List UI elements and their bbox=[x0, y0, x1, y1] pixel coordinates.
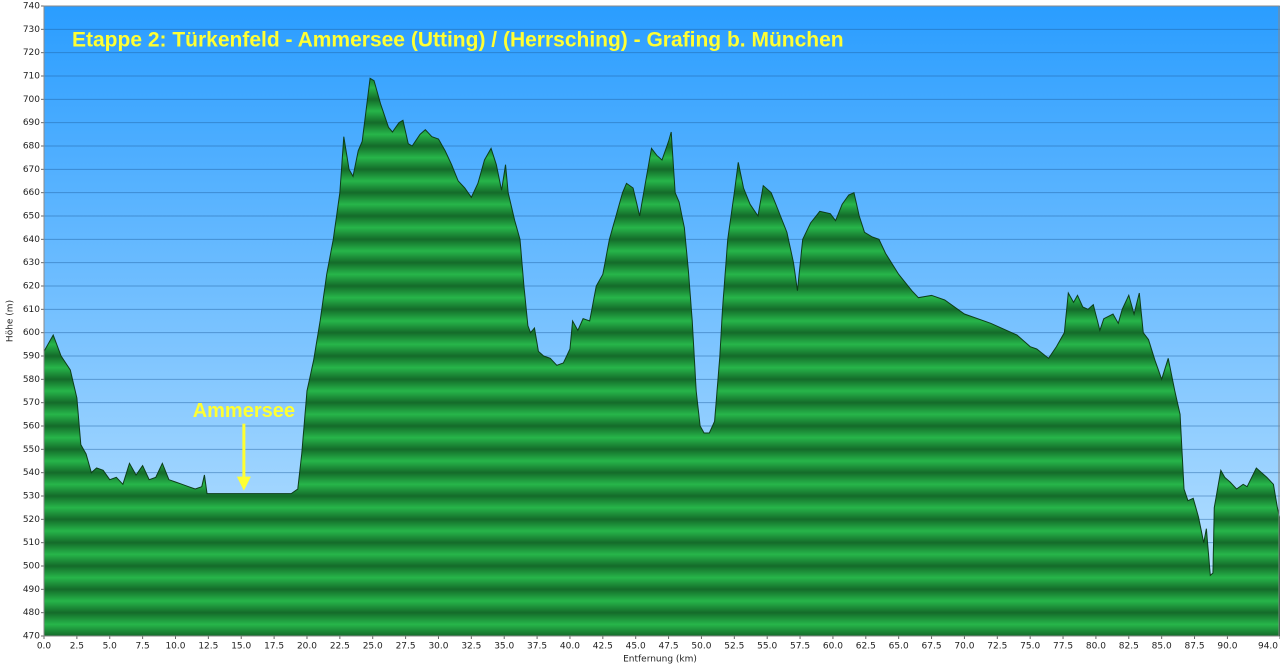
x-tick-label: 45.0 bbox=[626, 642, 646, 652]
x-tick-label: 94.0 bbox=[1258, 642, 1278, 652]
y-tick-label: 670 bbox=[23, 165, 40, 175]
y-tick-label: 610 bbox=[23, 305, 40, 315]
y-tick-label: 470 bbox=[23, 632, 40, 642]
area-layer bbox=[43, 77, 1280, 637]
x-tick-label: 70.0 bbox=[954, 642, 974, 652]
x-tick-label: 90.0 bbox=[1217, 642, 1237, 652]
y-tick-label: 630 bbox=[23, 258, 40, 268]
x-tick-label: 25.0 bbox=[363, 642, 383, 652]
y-tick-label: 710 bbox=[23, 72, 40, 82]
y-tick-label: 530 bbox=[23, 492, 40, 502]
y-tick-label: 740 bbox=[23, 2, 40, 12]
x-tick-label: 42.5 bbox=[593, 642, 613, 652]
x-tick-label: 87.5 bbox=[1185, 642, 1205, 652]
y-tick-label: 490 bbox=[23, 585, 40, 595]
chart-title: Etappe 2: Türkenfeld - Ammersee (Utting)… bbox=[72, 29, 844, 52]
y-tick-label: 680 bbox=[23, 142, 40, 152]
elevation-area bbox=[43, 77, 1280, 637]
ticks: 470 480 490 500 510 520 530 540 550 560 570 580 590 6… bbox=[23, 2, 1280, 652]
x-tick-label: 37.5 bbox=[527, 642, 547, 652]
x-tick-label: 77.5 bbox=[1053, 642, 1073, 652]
x-tick-label: 40.0 bbox=[560, 642, 580, 652]
y-tick-label: 660 bbox=[23, 188, 40, 198]
x-tick-label: 67.5 bbox=[922, 642, 942, 652]
y-tick-label: 570 bbox=[23, 398, 40, 408]
x-tick-label: 82.5 bbox=[1119, 642, 1139, 652]
x-tick-label: 30.0 bbox=[428, 642, 448, 652]
x-tick-label: 0.0 bbox=[37, 642, 52, 652]
x-tick-label: 57.5 bbox=[790, 642, 810, 652]
y-tick-label: 640 bbox=[23, 235, 40, 245]
y-axis-label: Höhe (m) bbox=[6, 300, 16, 342]
x-tick-label: 22.5 bbox=[330, 642, 350, 652]
y-tick-label: 560 bbox=[23, 422, 40, 432]
x-tick-label: 55.0 bbox=[757, 642, 777, 652]
y-tick-label: 580 bbox=[23, 375, 40, 385]
x-tick-label: 35.0 bbox=[494, 642, 514, 652]
x-tick-label: 65.0 bbox=[889, 642, 909, 652]
x-tick-label: 15.0 bbox=[231, 642, 251, 652]
x-tick-label: 72.5 bbox=[987, 642, 1007, 652]
y-tick-label: 690 bbox=[23, 118, 40, 128]
y-tick-label: 650 bbox=[23, 212, 40, 222]
y-tick-label: 520 bbox=[23, 515, 40, 525]
y-tick-label: 540 bbox=[23, 468, 40, 478]
y-tick-label: 600 bbox=[23, 328, 40, 338]
y-tick-label: 500 bbox=[23, 562, 40, 572]
x-tick-label: 47.5 bbox=[659, 642, 679, 652]
y-tick-label: 700 bbox=[23, 95, 40, 105]
x-tick-label: 5.0 bbox=[103, 642, 118, 652]
plot-frame bbox=[43, 5, 1280, 637]
y-tick-label: 510 bbox=[23, 538, 40, 548]
x-tick-label: 12.5 bbox=[198, 642, 218, 652]
x-tick-label: 27.5 bbox=[396, 642, 416, 652]
y-tick-label: 730 bbox=[23, 25, 40, 35]
y-tick-label: 590 bbox=[23, 352, 40, 362]
x-tick-label: 62.5 bbox=[856, 642, 876, 652]
x-tick-label: 80.0 bbox=[1086, 642, 1106, 652]
x-tick-label: 85.0 bbox=[1152, 642, 1172, 652]
x-tick-label: 60.0 bbox=[823, 642, 843, 652]
x-tick-label: 52.5 bbox=[724, 642, 744, 652]
x-tick-label: 50.0 bbox=[691, 642, 711, 652]
x-tick-label: 7.5 bbox=[135, 642, 149, 652]
x-tick-label: 10.0 bbox=[165, 642, 185, 652]
x-tick-label: 20.0 bbox=[297, 642, 317, 652]
x-tick-label: 32.5 bbox=[461, 642, 481, 652]
x-tick-label: 17.5 bbox=[264, 642, 284, 652]
y-tick-label: 550 bbox=[23, 445, 40, 455]
x-axis-label: Entfernung (km) bbox=[623, 655, 697, 665]
y-tick-label: 620 bbox=[23, 282, 40, 292]
annotation-arrowhead bbox=[236, 476, 251, 491]
x-tick-label: 75.0 bbox=[1020, 642, 1040, 652]
x-tick-label: 2.5 bbox=[70, 642, 84, 652]
y-tick-label: 480 bbox=[23, 608, 40, 618]
annotation-text: Ammersee bbox=[193, 400, 295, 422]
y-tick-label: 720 bbox=[23, 48, 40, 58]
